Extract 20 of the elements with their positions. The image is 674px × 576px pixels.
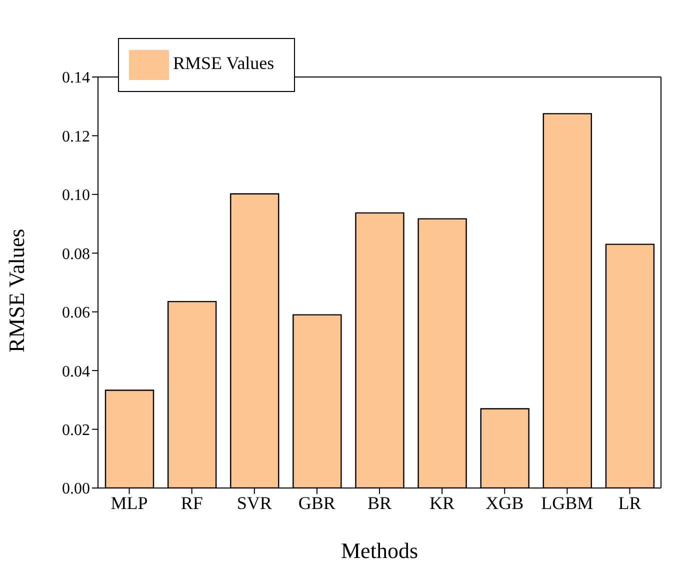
y-tick-label: 0.04 bbox=[62, 363, 90, 380]
x-tick-label: KR bbox=[430, 492, 455, 513]
x-tick-label: MLP bbox=[110, 492, 148, 513]
y-tick-label: 0.14 bbox=[62, 70, 90, 87]
x-tick-label: BR bbox=[367, 492, 392, 513]
x-tick-label: SVR bbox=[236, 492, 272, 513]
legend-label: RMSE Values bbox=[173, 53, 274, 74]
x-tick-label: LR bbox=[618, 492, 642, 513]
y-axis-title: RMSE Values bbox=[4, 228, 29, 352]
y-tick-label: 0.06 bbox=[62, 304, 90, 322]
x-tick-label: GBR bbox=[298, 492, 336, 513]
y-tick-label: 0.12 bbox=[62, 128, 90, 146]
x-tick-label: RF bbox=[180, 492, 203, 513]
y-tick-label: 0.08 bbox=[62, 246, 90, 263]
y-tick-label: 0.00 bbox=[62, 480, 90, 498]
x-axis-title: Methods bbox=[341, 538, 418, 563]
x-tick-label: XGB bbox=[486, 492, 524, 513]
y-tick-label: 0.02 bbox=[62, 422, 90, 439]
x-tick-label: LGBM bbox=[541, 492, 594, 513]
y-tick-label: 0.10 bbox=[62, 187, 90, 204]
